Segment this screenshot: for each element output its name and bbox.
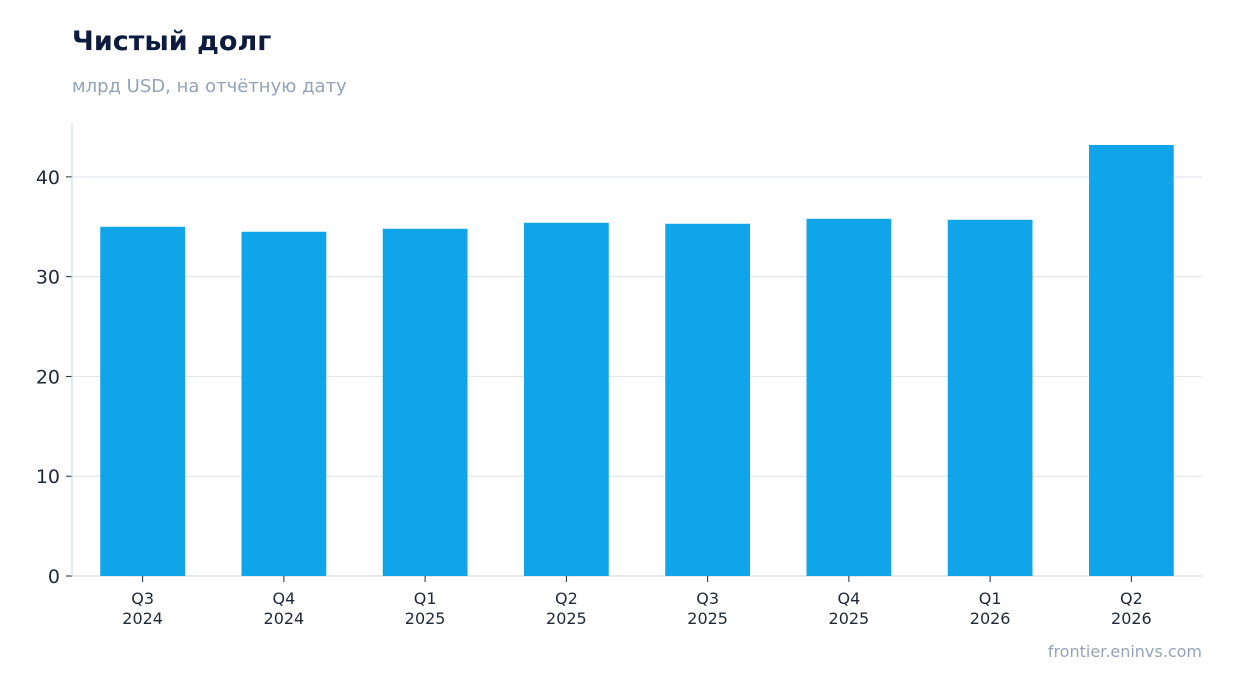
bar <box>1089 144 1174 576</box>
y-tick-label: 30 <box>36 267 60 289</box>
x-tick-label: 2024 <box>264 609 305 628</box>
x-tick-label: Q2 <box>1120 589 1143 608</box>
chart-title: Чистый долг <box>72 26 272 57</box>
x-tick-label: Q4 <box>837 589 860 608</box>
x-tick-label: 2025 <box>829 609 870 628</box>
x-tick-label: Q4 <box>272 589 295 608</box>
bar <box>806 218 892 576</box>
bar <box>100 226 185 576</box>
bar <box>665 223 750 576</box>
x-tick-label: 2024 <box>122 609 163 628</box>
x-tick-label: Q2 <box>555 589 578 608</box>
x-tick-labels: Q32024Q42024Q12025Q22025Q32025Q42025Q120… <box>122 589 1151 628</box>
x-tick-label: Q3 <box>696 589 719 608</box>
chart-subtitle: млрд USD, на отчётную дату <box>72 76 347 97</box>
y-tick-label: 10 <box>36 466 60 488</box>
source-label: frontier.eninvs.com <box>1047 642 1202 661</box>
y-tick-label: 40 <box>36 167 60 189</box>
x-tick-label: Q3 <box>131 589 154 608</box>
bar <box>241 231 327 576</box>
y-tick-label: 20 <box>36 366 60 388</box>
x-tick-label: Q1 <box>414 589 437 608</box>
x-tick-label: 2025 <box>687 609 728 628</box>
x-tick-label: 2025 <box>405 609 446 628</box>
y-tick-label: 0 <box>48 566 60 588</box>
bar <box>524 222 609 577</box>
x-tick-label: Q1 <box>979 589 1002 608</box>
x-tick-label: 2025 <box>546 609 587 628</box>
bar <box>947 219 1033 576</box>
bars <box>100 144 1174 577</box>
x-tick-label: 2026 <box>1111 609 1152 628</box>
bar <box>382 228 468 576</box>
y-tick-labels: 0 10 20 30 40 <box>36 167 60 588</box>
x-tick-label: 2026 <box>970 609 1011 628</box>
